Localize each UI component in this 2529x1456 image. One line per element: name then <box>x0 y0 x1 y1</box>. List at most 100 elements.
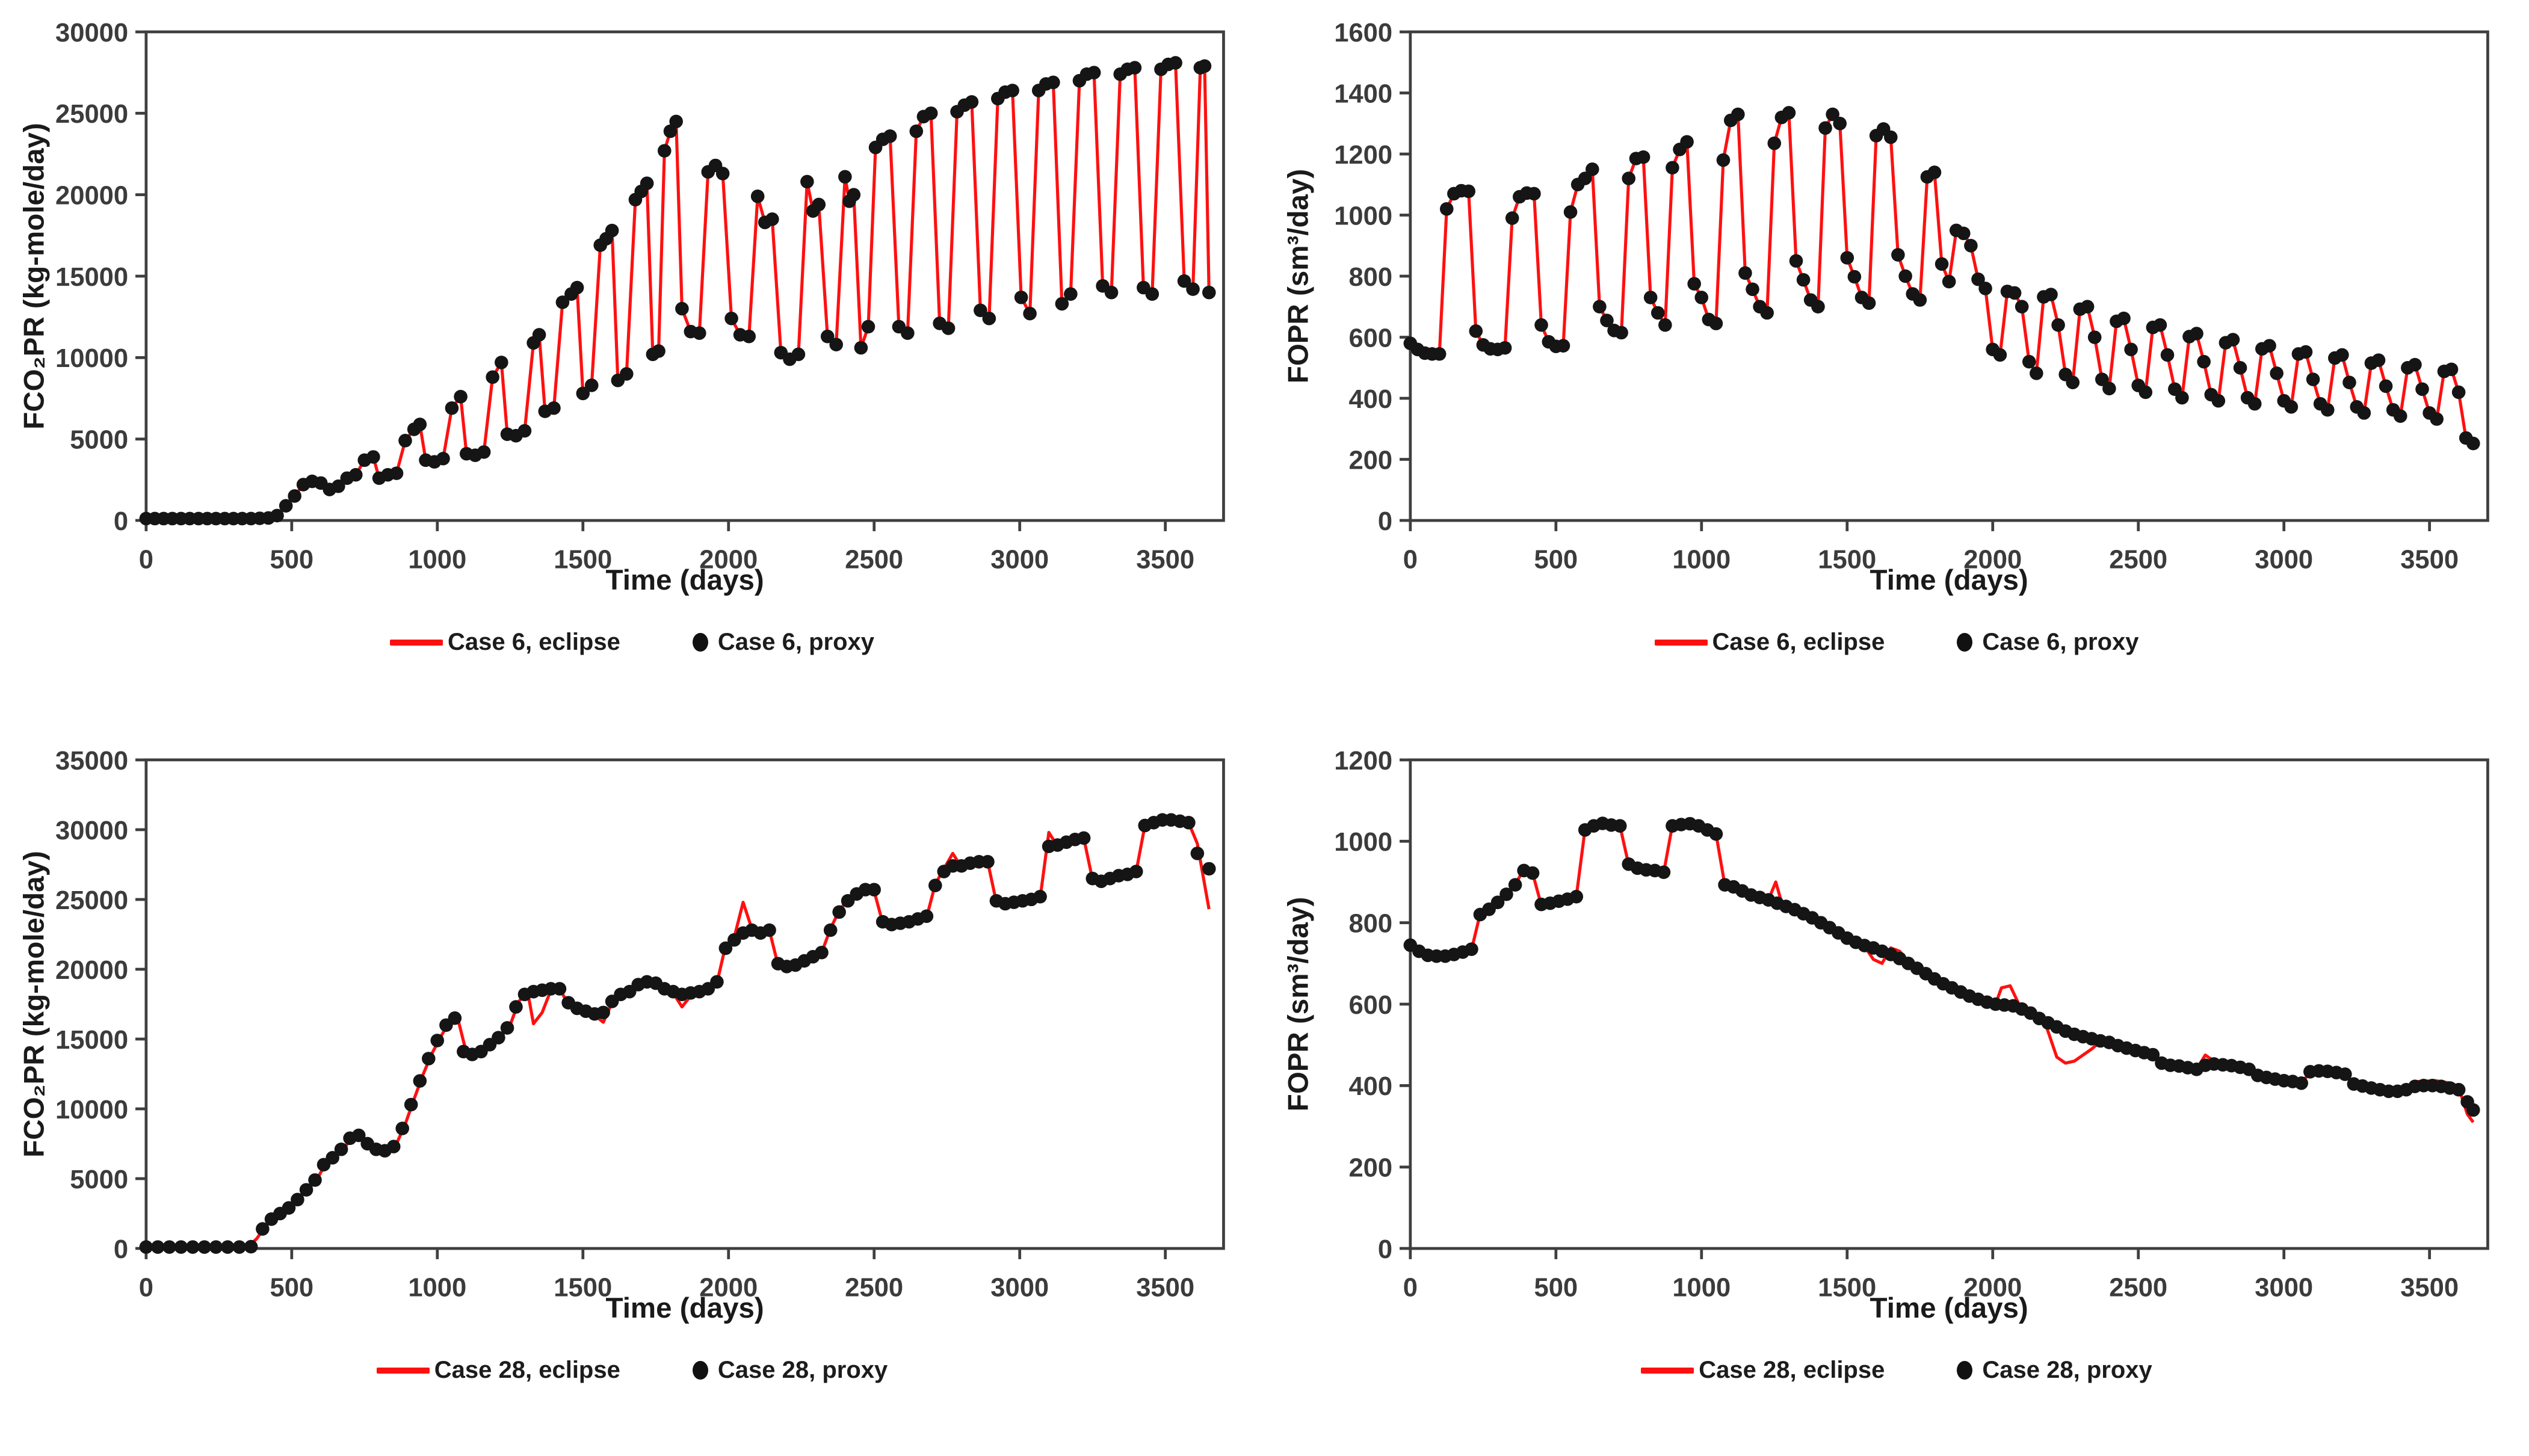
legend-case28-fopr: Case 28, eclipse Case 28, proxy <box>1641 1357 2152 1384</box>
y-tick-label: 400 <box>1348 1072 1392 1101</box>
proxy-dots <box>1403 106 2480 451</box>
y-tick-label: 10000 <box>55 344 128 373</box>
y-tick-label: 1600 <box>1334 19 1392 48</box>
x-tick-label: 1000 <box>408 1273 466 1302</box>
proxy-dots <box>139 56 1216 526</box>
y-axis-label: FOPR (sm³/day) <box>1283 169 1315 383</box>
y-tick-label: 5000 <box>70 1165 128 1194</box>
x-tick-label: 3500 <box>1136 1273 1194 1302</box>
y-tick-label: 600 <box>1348 324 1392 353</box>
chart-svg-3: 0 500 1000 1500 2000 2500 3000 3500 0 200 400 600 80… <box>1283 747 2489 1324</box>
legend-item-eclipse: Case 28, eclipse <box>376 1357 620 1384</box>
x-tick-label: 2000 <box>1963 545 2022 574</box>
x-tick-label: 1000 <box>1672 1273 1731 1302</box>
y-tick-label: 0 <box>113 1235 128 1264</box>
y-tick-label: 15000 <box>55 263 128 292</box>
y-tick-label: 30000 <box>55 816 128 845</box>
eclipse-line-swatch <box>376 1367 430 1374</box>
x-tick-label: 1500 <box>554 545 612 574</box>
x-axis-label: Time (days) <box>605 564 764 596</box>
legend-item-proxy: Case 6, proxy <box>1957 629 2139 656</box>
x-tick-label: 3000 <box>2255 1273 2313 1302</box>
axes: 0 500 1000 1500 2000 2500 3000 3500050001000015… <box>18 747 1225 1324</box>
x-tick-label: 3500 <box>1136 545 1194 574</box>
legend-case28-fco2pr: Case 28, eclipse Case 28, proxy <box>376 1357 888 1384</box>
y-tick-label: 10000 <box>55 1096 128 1124</box>
x-tick-label: 2500 <box>2109 1273 2167 1302</box>
y-axis-label: FCO₂PR (kg-mole/day) <box>18 851 50 1158</box>
proxy-dots <box>1403 816 2480 1117</box>
y-tick-label: 5000 <box>70 426 128 455</box>
legend-label: Case 28, eclipse <box>1699 1357 1885 1383</box>
x-tick-label: 2000 <box>1963 1273 2022 1302</box>
legend-label: Case 28, proxy <box>1982 1357 2152 1383</box>
legend-item-proxy: Case 28, proxy <box>692 1357 888 1384</box>
x-tick-label: 3000 <box>990 545 1049 574</box>
legend-label: Case 28, proxy <box>717 1357 888 1383</box>
x-tick-label: 2500 <box>845 545 903 574</box>
x-tick-label: 3000 <box>990 1273 1049 1302</box>
legend-label: Case 6, proxy <box>717 629 874 655</box>
x-tick-label: 3500 <box>2400 1273 2459 1302</box>
y-tick-label: 0 <box>1378 507 1392 536</box>
x-tick-label: 0 <box>138 1273 153 1302</box>
y-tick-label: 800 <box>1348 263 1392 292</box>
legend-item-eclipse: Case 6, eclipse <box>1654 629 1885 656</box>
y-tick-label: 800 <box>1348 909 1392 938</box>
y-axis-label: FOPR (sm³/day) <box>1283 897 1315 1111</box>
x-tick-label: 1000 <box>408 545 466 574</box>
y-tick-label: 1200 <box>1334 141 1392 170</box>
chart-svg-0: 0 500 1000 1500 2000 2500 3000 3500 0 5000 10000 15… <box>18 19 1225 596</box>
x-tick-label: 2500 <box>2109 545 2167 574</box>
eclipse-line <box>146 816 1211 1249</box>
y-axis-label: FCO₂PR (kg-mole/day) <box>18 123 50 430</box>
y-tick-label: 200 <box>1348 1154 1392 1183</box>
y-tick-label: 1000 <box>1334 202 1392 230</box>
axes: 0 500 1000 1500 2000 2500 3000 3500 0 200 400 600 80… <box>1283 747 2489 1324</box>
x-tick-label: 1500 <box>554 1273 612 1302</box>
y-tick-label: 20000 <box>55 956 128 985</box>
x-tick-label: 3500 <box>2400 545 2459 574</box>
axes: 0 500 1000 1500 2000 2500 3000 3500 0 200 400 600 80… <box>1283 19 2489 596</box>
proxy-dot-swatch <box>692 1361 708 1380</box>
y-tick-label: 1000 <box>1334 828 1392 857</box>
y-tick-label: 400 <box>1348 385 1392 414</box>
eclipse-line-swatch <box>1654 639 1708 646</box>
y-tick-label: 200 <box>1348 446 1392 475</box>
x-tick-label: 0 <box>1403 1273 1418 1302</box>
eclipse-line <box>146 61 1211 520</box>
legend-label: Case 28, eclipse <box>434 1357 620 1383</box>
y-tick-label: 0 <box>1378 1235 1392 1264</box>
x-tick-label: 0 <box>138 545 153 574</box>
x-tick-label: 2000 <box>699 545 758 574</box>
legend-item-eclipse: Case 6, eclipse <box>390 629 620 656</box>
proxy-dot-swatch <box>1957 1361 1973 1380</box>
legend-case6-fco2pr: Case 6, eclipse Case 6, proxy <box>390 629 874 656</box>
proxy-dot-swatch <box>692 633 708 652</box>
y-tick-label: 1400 <box>1334 79 1392 108</box>
x-axis-label: Time (days) <box>1870 1292 2028 1324</box>
legend-item-proxy: Case 6, proxy <box>692 629 874 656</box>
x-tick-label: 1000 <box>1672 545 1731 574</box>
panel-case28-fco2pr: 0 500 1000 1500 2000 2500 3000 3500 0 5000 10000 15… <box>0 728 1264 1456</box>
x-tick-label: 1500 <box>1818 1273 1876 1302</box>
y-tick-label: 0 <box>113 507 128 536</box>
y-tick-label: 15000 <box>55 1026 128 1055</box>
axes: 0 500 1000 1500 2000 2500 3000 3500050001000015… <box>18 19 1225 596</box>
eclipse-line-swatch <box>1641 1367 1694 1374</box>
x-axis-label: Time (days) <box>1870 564 2028 596</box>
legend-label: Case 6, eclipse <box>1712 629 1885 655</box>
legend-label: Case 6, eclipse <box>448 629 620 655</box>
chart-svg-1: 0 500 1000 1500 2000 2500 3000 3500 0 200 400 600 80… <box>1283 19 2489 596</box>
y-tick-label: 600 <box>1348 991 1392 1020</box>
y-tick-label: 30000 <box>55 19 128 48</box>
x-tick-label: 500 <box>270 1273 313 1302</box>
chart-case28-fopr: 0 500 1000 1500 2000 2500 3000 3500 0 200 400 600 80… <box>1277 739 2516 1331</box>
chart-case6-fco2pr: 0 500 1000 1500 2000 2500 3000 3500 0 5000 10000 15… <box>13 11 1252 603</box>
y-tick-label: 25000 <box>55 886 128 915</box>
y-tick-label: 35000 <box>55 747 128 776</box>
panel-case28-fopr: 0 500 1000 1500 2000 2500 3000 3500 0 200 400 600 80… <box>1264 728 2529 1456</box>
panel-case6-fco2pr: 0 500 1000 1500 2000 2500 3000 3500 0 5000 10000 15… <box>0 0 1264 728</box>
